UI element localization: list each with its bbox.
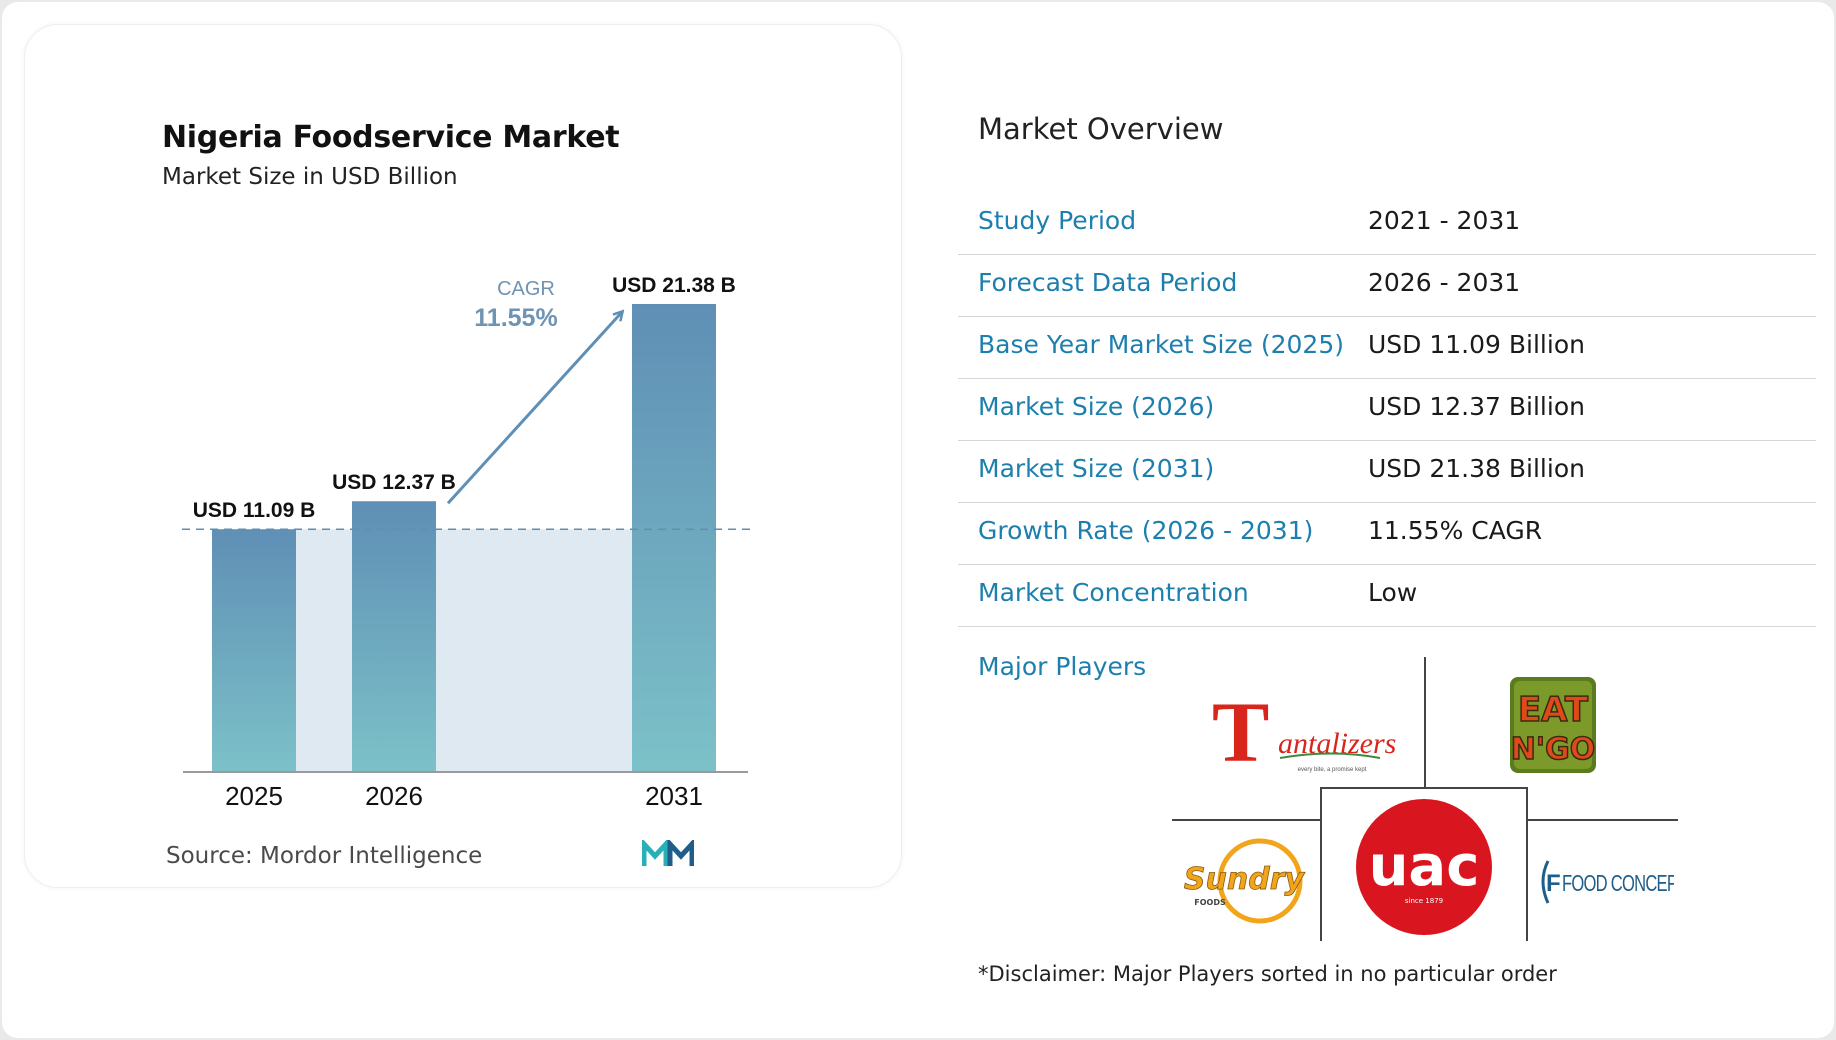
tantalizers-logo: T antalizers every bite, a promise kept xyxy=(1212,687,1396,777)
cagr-arrow xyxy=(446,312,622,505)
overview-row-market-concentration: Market Concentration Low xyxy=(958,564,1816,627)
overview-value: USD 21.38 Billion xyxy=(1368,454,1585,483)
bar-2025 xyxy=(212,529,296,772)
overview-label: Market Concentration xyxy=(978,578,1249,607)
grid-divider xyxy=(1320,787,1322,941)
overview-value: 11.55% CAGR xyxy=(1368,516,1543,545)
x-tick-label: 2031 xyxy=(645,781,703,811)
bar-2026 xyxy=(352,501,436,772)
sundry-foods-logo: Sundry FOODS xyxy=(1184,838,1306,924)
mordor-intelligence-logo xyxy=(642,840,694,866)
uac-logo: uac since 1879 xyxy=(1356,799,1492,935)
uac-logo-sub: since 1879 xyxy=(1405,897,1443,905)
cagr-value: 11.55% xyxy=(474,304,557,332)
overview-label: Forecast Data Period xyxy=(978,268,1238,297)
chart-title: Nigeria Foodservice Market xyxy=(162,120,620,155)
disclaimer: *Disclaimer: Major Players sorted in no … xyxy=(978,962,1557,986)
grid-divider xyxy=(1526,787,1528,941)
tantalizers-logo-letter: T xyxy=(1212,687,1269,777)
major-players-grid: T antalizers every bite, a promise kept … xyxy=(1172,657,1678,941)
overview-label: Study Period xyxy=(978,206,1137,235)
overview-row-market-size-2031: Market Size (2031) USD 21.38 Billion xyxy=(958,440,1816,503)
chart-subtitle: Market Size in USD Billion xyxy=(162,164,458,190)
overview-label: Market Size (2026) xyxy=(978,392,1215,421)
overview-row-study-period: Study Period 2021 - 2031 xyxy=(958,192,1816,255)
tantalizers-tagline: every bite, a promise kept xyxy=(1298,767,1367,773)
overview-row-growth-rate: Growth Rate (2026 - 2031) 11.55% CAGR xyxy=(958,502,1816,565)
uac-logo-text: uac xyxy=(1369,834,1480,899)
bar-value-label: USD 12.37 B xyxy=(332,471,456,494)
grid-divider xyxy=(1424,657,1426,787)
source-label: Source: Mordor Intelligence xyxy=(166,843,483,869)
overview-label: Market Size (2031) xyxy=(978,454,1215,483)
overview-label: Base Year Market Size (2025) xyxy=(978,330,1344,359)
overview-title: Market Overview xyxy=(978,112,1224,146)
overview-value: USD 11.09 Billion xyxy=(1368,330,1585,359)
sundry-logo-sub: FOODS xyxy=(1194,898,1226,907)
bar-chart: USD 11.09 B 2025 USD 12.37 B 2026 USD 21.38 … xyxy=(182,274,752,811)
overview-label: Growth Rate (2026 - 2031) xyxy=(978,516,1314,545)
overview-value: 2021 - 2031 xyxy=(1368,206,1521,235)
major-players-label: Major Players xyxy=(978,652,1147,681)
overview-value: USD 12.37 Billion xyxy=(1368,392,1585,421)
x-tick-label: 2026 xyxy=(365,781,423,811)
bar-value-label: USD 21.38 B xyxy=(612,274,736,297)
bar-value-label: USD 11.09 B xyxy=(193,499,316,522)
food-concepts-logo: F FOOD CONCEPTS xyxy=(1541,860,1674,904)
overview-value: 2026 - 2031 xyxy=(1368,268,1521,297)
food-concepts-logo-text: FOOD CONCEPTS xyxy=(1562,871,1674,896)
cagr-label: CAGR xyxy=(497,278,555,300)
food-concepts-mark: F xyxy=(1546,870,1561,897)
overview-value: Low xyxy=(1368,578,1418,607)
x-tick-label: 2025 xyxy=(225,781,283,811)
sundry-logo-text: Sundry xyxy=(1184,862,1306,897)
grid-divider xyxy=(1528,819,1678,821)
bar-2031 xyxy=(632,304,716,772)
eat-n-go-logo-top: EAT xyxy=(1518,690,1589,730)
grid-divider xyxy=(1320,787,1528,789)
overview-row-forecast-period: Forecast Data Period 2026 - 2031 xyxy=(958,254,1816,317)
eat-n-go-logo-bottom: N'GO xyxy=(1511,732,1595,767)
overview-row-market-size-2026: Market Size (2026) USD 12.37 Billion xyxy=(958,378,1816,441)
eat-n-go-logo: EAT N'GO xyxy=(1510,677,1596,773)
overview-row-base-year-size: Base Year Market Size (2025) USD 11.09 B… xyxy=(958,316,1816,379)
grid-divider xyxy=(1172,819,1320,821)
